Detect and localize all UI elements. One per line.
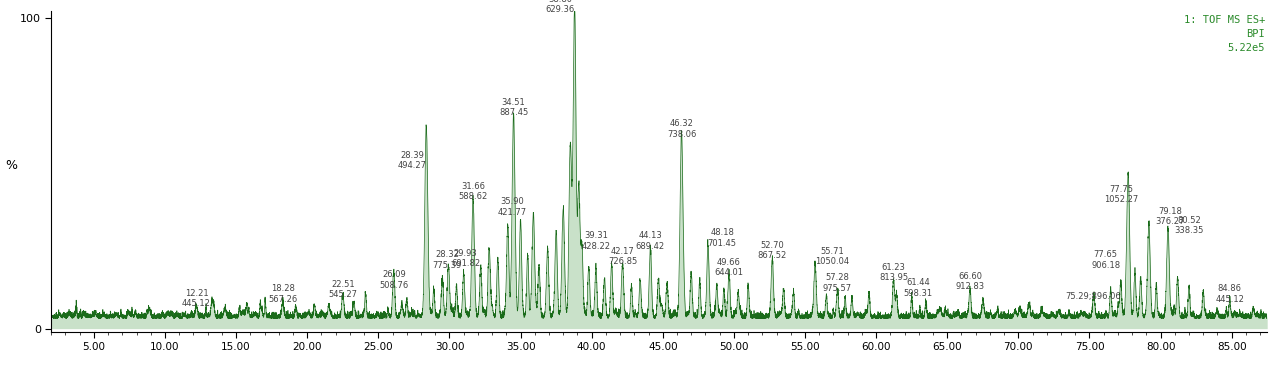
Text: 28.32
775.39: 28.32 775.39 bbox=[433, 250, 462, 270]
Text: 57.28
975.57: 57.28 975.57 bbox=[823, 273, 852, 293]
Text: 35.90
421.77: 35.90 421.77 bbox=[498, 197, 526, 217]
Text: 55.71
1050.04: 55.71 1050.04 bbox=[815, 247, 849, 267]
Text: 42.17
726.85: 42.17 726.85 bbox=[608, 247, 637, 267]
Text: 26.09
508.76: 26.09 508.76 bbox=[379, 270, 408, 290]
Text: 1: TOF MS ES+
BPI
5.22e5: 1: TOF MS ES+ BPI 5.22e5 bbox=[1184, 15, 1265, 52]
Text: 28.39
494.27: 28.39 494.27 bbox=[398, 150, 426, 170]
Text: 77.65
906.18: 77.65 906.18 bbox=[1092, 250, 1120, 270]
Text: 29.93
691.82: 29.93 691.82 bbox=[451, 248, 480, 268]
Text: 39.31
428.22: 39.31 428.22 bbox=[581, 231, 611, 251]
Text: 12.21
445.12: 12.21 445.12 bbox=[182, 289, 211, 308]
Text: 52.70
867.52: 52.70 867.52 bbox=[758, 241, 787, 260]
Text: 31.66
588.62: 31.66 588.62 bbox=[458, 182, 488, 201]
Text: 79.18
376.27: 79.18 376.27 bbox=[1156, 207, 1185, 226]
Text: 46.32
738.06: 46.32 738.06 bbox=[667, 120, 696, 139]
Text: 75.29;896.06: 75.29;896.06 bbox=[1066, 292, 1121, 300]
Text: 38.80
629.36: 38.80 629.36 bbox=[545, 0, 575, 14]
Text: 48.18
701.45: 48.18 701.45 bbox=[708, 228, 737, 248]
Text: 22.51
545.27: 22.51 545.27 bbox=[329, 280, 357, 299]
Text: 80.52
338.35: 80.52 338.35 bbox=[1175, 216, 1204, 235]
Text: 77.75
1052.27: 77.75 1052.27 bbox=[1105, 185, 1138, 204]
Text: 49.66
644.01: 49.66 644.01 bbox=[714, 258, 744, 277]
Text: 61.23
813.95: 61.23 813.95 bbox=[879, 263, 908, 282]
Text: 84.86
445.12: 84.86 445.12 bbox=[1215, 284, 1244, 304]
Y-axis label: %: % bbox=[5, 159, 18, 172]
Text: 44.13
689.42: 44.13 689.42 bbox=[636, 231, 664, 251]
Text: 66.60
912.83: 66.60 912.83 bbox=[955, 272, 984, 291]
Text: 18.28
567.26: 18.28 567.26 bbox=[268, 284, 297, 304]
Text: 34.51
887.45: 34.51 887.45 bbox=[499, 98, 529, 117]
Text: 61.44
598.31: 61.44 598.31 bbox=[904, 278, 932, 297]
